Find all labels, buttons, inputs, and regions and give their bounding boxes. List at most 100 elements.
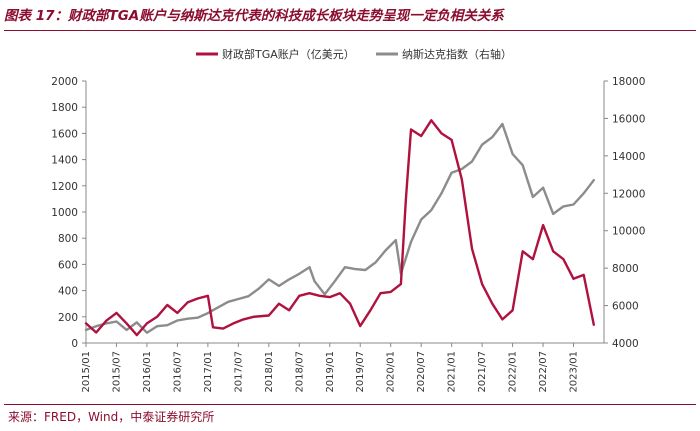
data-point-tga	[582, 274, 585, 276]
data-point-tga	[308, 292, 311, 295]
data-point-nasdaq	[115, 320, 118, 323]
data-point-nasdaq	[430, 209, 433, 212]
data-point-tga	[349, 302, 351, 305]
data-point-tga	[207, 294, 209, 297]
data-point-nasdaq	[247, 295, 250, 298]
data-point-tga	[420, 135, 423, 137]
x-tick-label: 2020/01	[386, 351, 397, 393]
y-left-tick-label: 600	[58, 259, 78, 271]
data-point-tga	[252, 315, 255, 318]
chart: 财政部TGA账户（亿美元） 纳斯达克指数（右轴） 0 200 400 600 800 10…	[51, 47, 645, 393]
data-point-nasdaq	[501, 123, 504, 125]
y-right-tick-label: 8000	[612, 263, 639, 275]
y-left-tick-label: 400	[58, 286, 78, 298]
data-point-nasdaq	[562, 205, 565, 208]
y-left-tick-label: 200	[58, 312, 78, 324]
data-point-tga	[105, 319, 108, 322]
data-point-nasdaq	[298, 272, 301, 275]
data-point-tga	[298, 294, 301, 297]
x-tick-label: 2016/07	[172, 351, 183, 393]
data-point-tga	[278, 302, 280, 305]
x-tick-label: 2023/01	[569, 351, 580, 393]
data-point-nasdaq	[156, 325, 159, 328]
data-point-nasdaq	[460, 168, 463, 170]
data-point-nasdaq	[491, 136, 494, 139]
data-point-tga	[450, 139, 453, 141]
data-point-nasdaq	[450, 171, 453, 174]
x-tick-label: 2020/07	[416, 351, 427, 393]
data-point-tga	[115, 312, 118, 314]
data-point-tga	[196, 297, 199, 300]
data-point-nasdaq	[166, 324, 169, 327]
x-tick-label: 2019/01	[325, 351, 336, 393]
data-point-tga	[460, 178, 463, 181]
data-point-nasdaq	[532, 196, 534, 198]
series-line-nasdaq	[84, 122, 595, 334]
data-point-tga	[471, 247, 473, 250]
data-point-nasdaq	[364, 269, 367, 271]
data-point-tga	[318, 294, 321, 297]
data-point-tga	[232, 322, 235, 325]
data-point-nasdaq	[344, 266, 346, 269]
data-point-tga	[410, 128, 412, 131]
data-point-tga	[400, 283, 402, 285]
data-point-nasdaq	[237, 298, 240, 300]
x-tick-label: 2021/01	[447, 351, 458, 393]
data-point-nasdaq	[227, 300, 230, 303]
data-point-tga	[95, 331, 98, 334]
y-left-tick-label: 2000	[51, 76, 78, 88]
x-tick-label: 2016/01	[142, 351, 153, 393]
data-point-nasdaq	[552, 213, 555, 215]
data-point-nasdaq	[308, 266, 311, 269]
y-left-tick-label: 1400	[51, 155, 78, 167]
y-left-tick-label: 1000	[51, 207, 78, 219]
data-point-nasdaq	[511, 153, 514, 155]
data-point-tga	[85, 322, 87, 325]
x-tick-label: 2021/07	[477, 351, 488, 393]
data-point-nasdaq	[125, 329, 128, 331]
data-point-tga	[379, 292, 382, 295]
data-point-tga	[491, 302, 494, 305]
data-point-tga	[222, 327, 225, 330]
data-point-nasdaq	[354, 268, 357, 270]
data-point-tga	[369, 309, 372, 312]
data-point-tga	[532, 258, 534, 261]
data-point-nasdaq	[176, 319, 179, 322]
y-right-tick-label: 12000	[612, 188, 645, 200]
data-point-nasdaq	[374, 261, 377, 264]
data-point-tga	[359, 325, 362, 327]
y-right-tick-label: 10000	[612, 226, 645, 238]
data-point-tga	[521, 250, 524, 253]
data-point-tga	[339, 292, 341, 295]
data-point-nasdaq	[582, 192, 585, 195]
data-point-tga	[572, 277, 575, 280]
data-point-nasdaq	[410, 241, 412, 243]
data-point-nasdaq	[85, 329, 87, 331]
data-point-nasdaq	[196, 316, 199, 319]
data-point-tga	[156, 315, 159, 318]
y-right-tick-label: 18000	[612, 76, 645, 88]
x-tick-label: 2015/01	[81, 351, 92, 393]
axes: 0 200 400 600 800 1000 1200 1400 1600 1800 2000 400…	[51, 76, 645, 393]
y-left-tick-label: 1600	[51, 128, 78, 140]
data-point-tga	[481, 283, 483, 285]
data-point-nasdaq	[592, 179, 595, 182]
data-point-tga	[552, 250, 555, 253]
data-point-tga	[176, 312, 179, 314]
data-point-nasdaq	[521, 164, 524, 167]
data-point-nasdaq	[542, 186, 544, 189]
data-point-tga	[592, 323, 595, 326]
y-right-tick-label: 6000	[612, 301, 639, 313]
data-point-tga	[542, 224, 544, 227]
data-point-tga	[186, 301, 189, 304]
data-point-tga	[430, 119, 433, 122]
x-tick-label: 2017/07	[233, 351, 244, 393]
data-point-nasdaq	[207, 312, 209, 314]
data-point-nasdaq	[471, 160, 473, 163]
x-tick-label: 2019/07	[355, 351, 366, 393]
data-point-tga	[288, 309, 290, 312]
data-point-nasdaq	[420, 218, 423, 221]
data-point-tga	[440, 132, 443, 135]
data-point-nasdaq	[481, 143, 483, 146]
data-point-nasdaq	[135, 321, 138, 324]
